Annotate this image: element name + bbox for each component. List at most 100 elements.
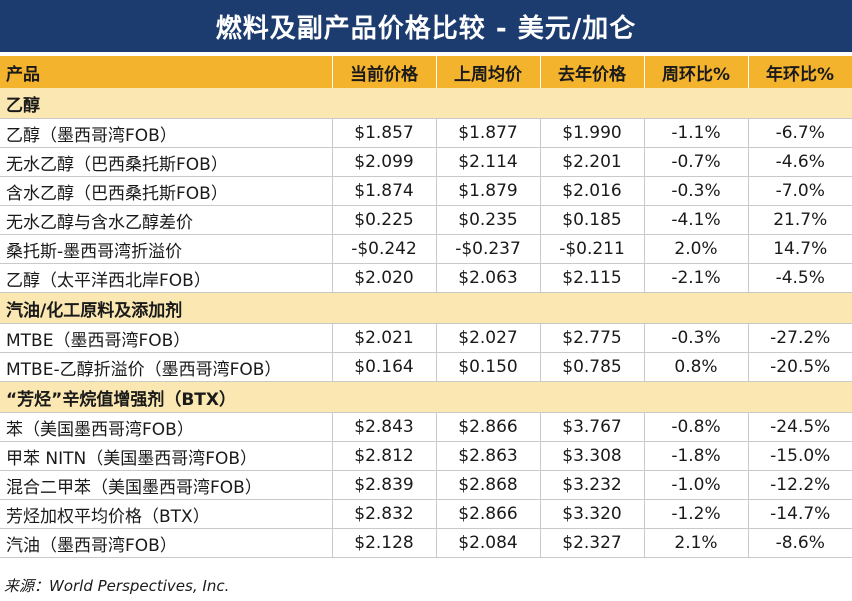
table-row: 无水乙醇与含水乙醇差价 $0.225 $0.235 $0.185 -4.1% 21.7% xyxy=(0,205,852,235)
table-row: 乙醇（墨西哥湾FOB） $1.857 $1.877 $1.990 -1.1% -6.7% xyxy=(0,118,852,148)
product-name-cell: 乙醇（墨西哥湾FOB） xyxy=(0,118,333,148)
last-year-price-cell: -$0.211 xyxy=(540,234,645,264)
year-change-cell: -24.5% xyxy=(748,412,852,442)
current-price-cell: $2.099 xyxy=(332,147,437,177)
year-change-cell: 21.7% xyxy=(748,205,852,235)
last-week-avg-cell: $2.027 xyxy=(436,323,541,353)
section-title: “芳烃”辛烷值增强剂（BTX） xyxy=(0,381,852,413)
table-row: 桑托斯-墨西哥湾折溢价 -$0.242 -$0.237 -$0.211 2.0% 14.7… xyxy=(0,234,852,264)
product-name-cell: MTBE-乙醇折溢价（墨西哥湾FOB） xyxy=(0,352,333,382)
year-change-cell: -27.2% xyxy=(748,323,852,353)
product-name-cell: 无水乙醇（巴西桑托斯FOB） xyxy=(0,147,333,177)
last-year-price-cell: $0.185 xyxy=(540,205,645,235)
year-change-cell: -4.6% xyxy=(748,147,852,177)
last-year-price-cell: $1.990 xyxy=(540,118,645,148)
last-week-avg-cell: $0.235 xyxy=(436,205,541,235)
year-change-cell: 14.7% xyxy=(748,234,852,264)
last-week-avg-cell: $2.866 xyxy=(436,499,541,529)
section-title: 汽油/化工原料及添加剂 xyxy=(0,292,852,324)
year-change-cell: -20.5% xyxy=(748,352,852,382)
current-price-cell: $1.874 xyxy=(332,176,437,206)
current-price-cell: $2.021 xyxy=(332,323,437,353)
table-row: 芳烃加权平均价格（BTX） $2.832 $2.866 $3.320 -1.2% -14.… xyxy=(0,499,852,529)
last-year-price-cell: $3.767 xyxy=(540,412,645,442)
section-row: 汽油/化工原料及添加剂 xyxy=(0,292,852,324)
table-row: MTBE（墨西哥湾FOB） $2.021 $2.027 $2.775 -0.3% -27.… xyxy=(0,323,852,353)
current-price-cell: $0.225 xyxy=(332,205,437,235)
header-last-week-avg: 上周均价 xyxy=(436,56,541,88)
header-week-change: 周环比% xyxy=(644,56,749,88)
week-change-cell: -0.8% xyxy=(644,412,749,442)
product-name-cell: 汽油（墨西哥湾FOB） xyxy=(0,528,333,558)
last-year-price-cell: $2.016 xyxy=(540,176,645,206)
table-row: MTBE-乙醇折溢价（墨西哥湾FOB） $0.164 $0.150 $0.785 0.8… xyxy=(0,352,852,382)
table-row: 甲苯 NITN（美国墨西哥湾FOB） $2.812 $2.863 $3.308 -1.8… xyxy=(0,441,852,471)
last-week-avg-cell: $2.868 xyxy=(436,470,541,500)
current-price-cell: $0.164 xyxy=(332,352,437,382)
table-row: 汽油（墨西哥湾FOB） $2.128 $2.084 $2.327 2.1% -8.6% xyxy=(0,528,852,558)
last-week-avg-cell: $2.114 xyxy=(436,147,541,177)
year-change-cell: -12.2% xyxy=(748,470,852,500)
year-change-cell: -6.7% xyxy=(748,118,852,148)
last-week-avg-cell: $2.863 xyxy=(436,441,541,471)
week-change-cell: -1.1% xyxy=(644,118,749,148)
header-row: 产品 当前价格 上周均价 去年价格 周环比% 年环比% xyxy=(0,56,852,88)
section-row: 乙醇 xyxy=(0,88,852,119)
product-name-cell: 甲苯 NITN（美国墨西哥湾FOB） xyxy=(0,441,333,471)
week-change-cell: -0.7% xyxy=(644,147,749,177)
product-name-cell: 无水乙醇与含水乙醇差价 xyxy=(0,205,333,235)
last-year-price-cell: $3.232 xyxy=(540,470,645,500)
current-price-cell: $2.812 xyxy=(332,441,437,471)
week-change-cell: -0.3% xyxy=(644,176,749,206)
section-row: “芳烃”辛烷值增强剂（BTX） xyxy=(0,381,852,413)
week-change-cell: -0.3% xyxy=(644,323,749,353)
year-change-cell: -8.6% xyxy=(748,528,852,558)
table-body: 乙醇 乙醇（墨西哥湾FOB） $1.857 $1.877 $1.990 -1.1% -6.7… xyxy=(0,88,852,558)
week-change-cell: 2.1% xyxy=(644,528,749,558)
table-row: 混合二甲苯（美国墨西哥湾FOB） $2.839 $2.868 $3.232 -1.0% -… xyxy=(0,470,852,500)
last-year-price-cell: $2.115 xyxy=(540,263,645,293)
header-product: 产品 xyxy=(0,56,333,88)
product-name-cell: MTBE（墨西哥湾FOB） xyxy=(0,323,333,353)
last-week-avg-cell: $1.879 xyxy=(436,176,541,206)
table-row: 无水乙醇（巴西桑托斯FOB） $2.099 $2.114 $2.201 -0.7% -4.… xyxy=(0,147,852,177)
product-name-cell: 混合二甲苯（美国墨西哥湾FOB） xyxy=(0,470,333,500)
last-year-price-cell: $2.327 xyxy=(540,528,645,558)
week-change-cell: -4.1% xyxy=(644,205,749,235)
current-price-cell: $1.857 xyxy=(332,118,437,148)
week-change-cell: -1.0% xyxy=(644,470,749,500)
last-week-avg-cell: $2.063 xyxy=(436,263,541,293)
last-week-avg-cell: $2.084 xyxy=(436,528,541,558)
last-week-avg-cell: $0.150 xyxy=(436,352,541,382)
year-change-cell: -4.5% xyxy=(748,263,852,293)
week-change-cell: 0.8% xyxy=(644,352,749,382)
last-week-avg-cell: $1.877 xyxy=(436,118,541,148)
year-change-cell: -14.7% xyxy=(748,499,852,529)
year-change-cell: -7.0% xyxy=(748,176,852,206)
source-note: 来源：World Perspectives, Inc. xyxy=(4,577,230,595)
week-change-cell: -1.8% xyxy=(644,441,749,471)
product-name-cell: 苯（美国墨西哥湾FOB） xyxy=(0,412,333,442)
last-week-avg-cell: -$0.237 xyxy=(436,234,541,264)
product-name-cell: 乙醇（太平洋西北岸FOB） xyxy=(0,263,333,293)
week-change-cell: -1.2% xyxy=(644,499,749,529)
table-row: 苯（美国墨西哥湾FOB） $2.843 $2.866 $3.767 -0.8% -24.5… xyxy=(0,412,852,442)
current-price-cell: $2.843 xyxy=(332,412,437,442)
header-year-change: 年环比% xyxy=(748,56,852,88)
page-title: 燃料及副产品价格比较 - 美元/加仑 xyxy=(215,13,637,44)
section-title: 乙醇 xyxy=(0,88,852,119)
header-last-year-price: 去年价格 xyxy=(540,56,645,88)
current-price-cell: $2.020 xyxy=(332,263,437,293)
current-price-cell: $2.128 xyxy=(332,528,437,558)
product-name-cell: 桑托斯-墨西哥湾折溢价 xyxy=(0,234,333,264)
last-week-avg-cell: $2.866 xyxy=(436,412,541,442)
last-year-price-cell: $3.320 xyxy=(540,499,645,529)
current-price-cell: -$0.242 xyxy=(332,234,437,264)
header-current-price: 当前价格 xyxy=(332,56,437,88)
last-year-price-cell: $0.785 xyxy=(540,352,645,382)
week-change-cell: 2.0% xyxy=(644,234,749,264)
current-price-cell: $2.832 xyxy=(332,499,437,529)
current-price-cell: $2.839 xyxy=(332,470,437,500)
product-name-cell: 芳烃加权平均价格（BTX） xyxy=(0,499,333,529)
table-row: 乙醇（太平洋西北岸FOB） $2.020 $2.063 $2.115 -2.1% -4.5… xyxy=(0,263,852,293)
